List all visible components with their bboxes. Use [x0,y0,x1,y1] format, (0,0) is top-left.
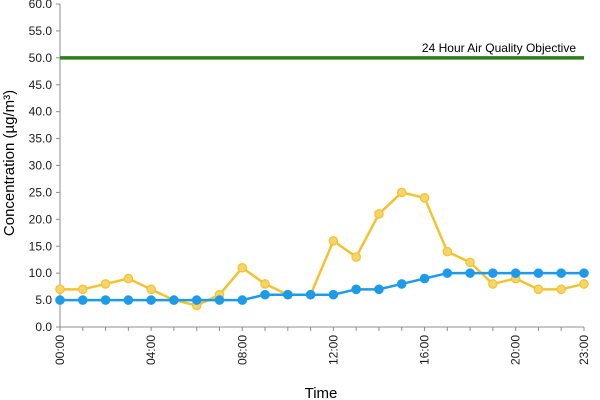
x-tick-label: 12:00 [326,335,340,365]
x-tick-label: 00:00 [53,335,67,365]
y-axis: 0.0 5.0 10.0 15.0 20.0 25.0 30.0 35.0 40.0 45.0 50… [29,0,61,334]
series-2-point [579,268,589,278]
series-1-point [55,284,65,295]
series-1 [55,187,589,311]
y-tick-label: 0.0 [35,320,52,334]
series-2-point [351,284,361,295]
x-tick-label: 20:00 [509,335,523,365]
series-2-point [328,289,339,300]
series-2-point [533,268,544,278]
series-1-point [146,284,156,295]
series-2-point [488,268,498,278]
series-1-point [351,252,361,262]
series-2-point [419,273,430,284]
series-2-point [465,268,475,278]
series-2-point [191,295,202,305]
series-2-point [100,295,111,305]
series-2-point [77,295,88,305]
series-1-point [123,273,134,284]
series-2-point [169,295,179,305]
y-tick-label: 20.0 [29,212,53,226]
series-2-line [60,271,584,302]
series-1-point [374,209,384,219]
series-1-point [533,284,544,295]
x-tick-label: 23:00 [577,335,591,365]
series-2-point [146,295,156,305]
series-2-point [556,268,567,278]
x-axis: 00:00 04:00 08:00 12:00 16:00 20:00 23:00 [53,326,591,365]
x-tick-label: 04:00 [144,335,158,365]
y-tick-label: 40.0 [29,105,53,119]
series-1-point [100,279,111,289]
series-2-point [305,289,316,300]
series-2-point [123,295,134,305]
y-tick-label: 35.0 [29,132,53,146]
series-1-line [60,191,585,307]
series-1-point [328,236,339,246]
y-tick-label: 60.0 [29,0,53,11]
y-tick-label: 50.0 [29,51,53,65]
series-1-point [442,246,453,257]
series-1-point [396,187,407,198]
series-2-point [374,284,384,295]
series-2-point [55,295,65,305]
y-tick-label: 30.0 [29,159,53,173]
x-axis-title: Time [305,385,338,400]
reference-lines: 24 Hour Air Quality Objective [60,41,584,60]
series-2-point [510,268,521,278]
series-1-point [237,262,248,273]
y-tick-label: 5.0 [35,293,52,307]
y-tick-label: 25.0 [29,185,53,199]
y-tick-label: 15.0 [29,239,53,253]
series-2-point [237,295,248,305]
series-2-point [260,289,270,300]
y-axis-title: Concentration (µg/m³) [1,90,18,236]
air-quality-objective-label: 24 Hour Air Quality Objective [422,41,576,55]
series-1-point [579,279,589,289]
series-layer [55,187,589,311]
series-1-point [488,279,498,289]
x-tick-label: 08:00 [235,335,249,365]
series-1-point [465,257,475,268]
series-1-point [556,284,567,295]
series-2 [55,268,589,305]
x-tick-label: 16:00 [418,335,432,365]
y-tick-label: 10.0 [29,266,53,280]
series-2-point [442,268,453,278]
series-2-point [396,279,407,289]
y-tick-label: 45.0 [29,78,53,92]
series-1-point [419,193,430,203]
series-1-point [77,284,88,295]
y-tick-label: 55.0 [29,24,53,38]
series-1-point [260,279,270,289]
series-2-point [214,295,225,305]
series-2-point [283,289,293,300]
